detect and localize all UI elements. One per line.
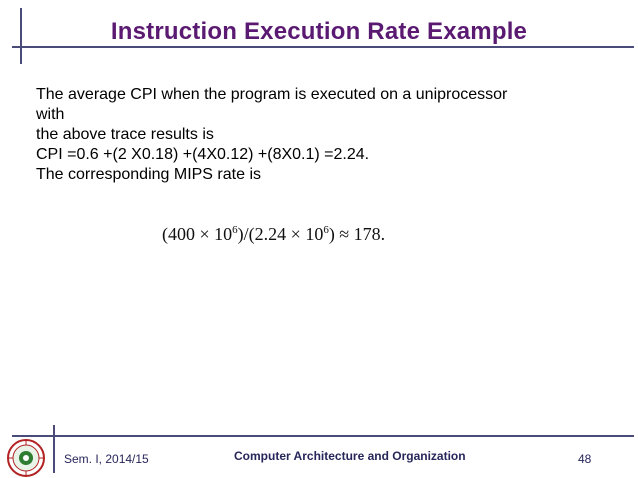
bottom-vertical-rule [53, 425, 55, 473]
bottom-horizontal-rule [12, 435, 634, 437]
footer-semester: Sem. I, 2014/15 [64, 452, 149, 466]
body-line: CPI =0.6 +(2 X0.18) +(4X0.12) +(8X0.1) =… [36, 146, 370, 163]
top-horizontal-rule [12, 46, 634, 48]
page-number: 48 [578, 452, 592, 466]
exponent: 6 [232, 224, 238, 236]
formula-part: (400 [162, 224, 200, 244]
times-symbol: × [290, 224, 301, 244]
formula-part: 10 [209, 224, 233, 244]
body-line: with [36, 106, 65, 123]
exponent: 6 [323, 224, 329, 236]
footer-course-title: Computer Architecture and Organization [234, 449, 466, 463]
formula-part: 10 [300, 224, 324, 244]
body-line: the above trace results is [36, 126, 214, 143]
formula-part: )/(2.24 [237, 224, 291, 244]
times-symbol: × [199, 224, 210, 244]
body-line: The average CPI when the program is exec… [36, 86, 508, 103]
slide-body: The average CPI when the program is exec… [36, 85, 596, 185]
slide-title: Instruction Execution Rate Example [110, 18, 528, 45]
top-vertical-rule [20, 8, 22, 64]
university-seal-icon [7, 439, 45, 477]
body-line: The corresponding MIPS rate is [36, 166, 261, 183]
mips-formula: (400 × 106)/(2.24 × 106) ≈ 178. [162, 224, 385, 245]
formula-part: ) ≈ 178. [328, 224, 386, 244]
